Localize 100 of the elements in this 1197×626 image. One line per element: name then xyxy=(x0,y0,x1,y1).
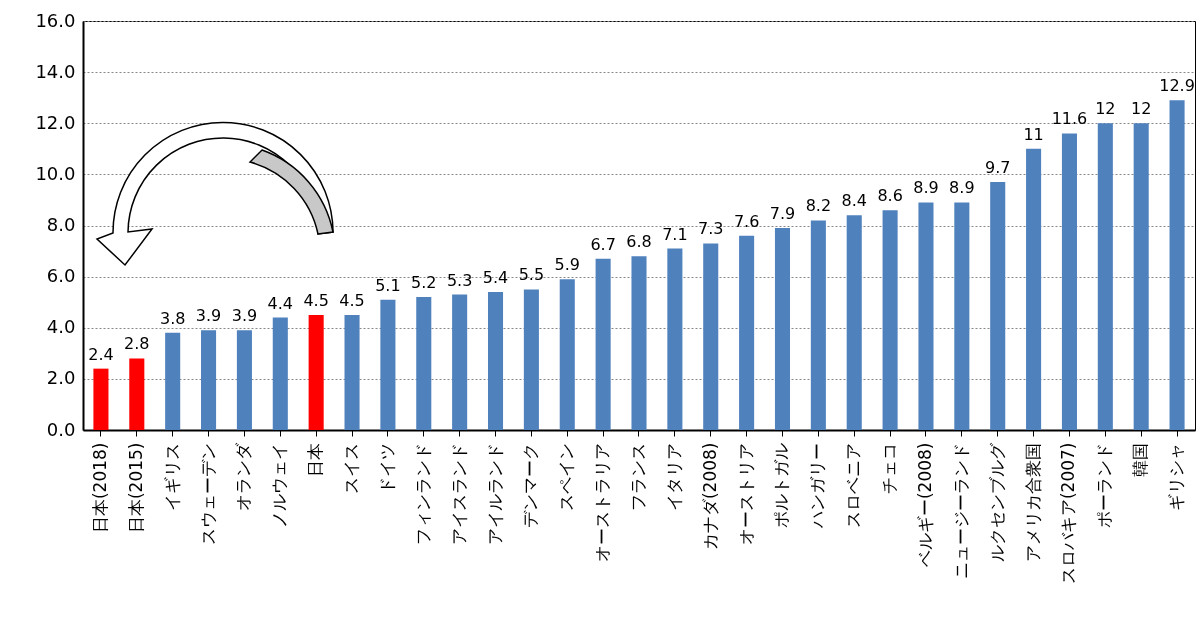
bar xyxy=(846,215,862,430)
bar xyxy=(308,314,324,430)
x-tick-label: オーストラリア xyxy=(592,442,613,562)
bar xyxy=(93,368,109,430)
data-label: 9.7 xyxy=(984,158,1011,178)
data-label: 2.4 xyxy=(88,344,114,364)
data-label: 8.9 xyxy=(913,178,939,198)
data-label: 12 xyxy=(1095,99,1116,119)
bar xyxy=(882,210,898,430)
bar xyxy=(1061,133,1077,430)
bar xyxy=(344,314,360,430)
y-tick-label: 4.0 xyxy=(46,316,76,338)
bar xyxy=(416,297,432,430)
y-tick-label: 8.0 xyxy=(46,214,76,235)
bar xyxy=(1026,148,1042,430)
x-tick-label: カナダ(2008) xyxy=(699,442,720,551)
y-tick-label: 14.0 xyxy=(35,60,76,82)
bar xyxy=(810,220,826,430)
x-tick-label: デンマーク xyxy=(520,442,541,528)
data-label: 11 xyxy=(1023,124,1044,144)
data-label: 7.9 xyxy=(769,204,796,224)
bar xyxy=(703,243,719,430)
bar xyxy=(990,182,1006,430)
x-tick-label: スウェーデン xyxy=(197,442,218,545)
x-tick-label: ベルギー(2008) xyxy=(914,442,935,568)
data-label: 7.3 xyxy=(698,219,724,239)
data-label: 8.2 xyxy=(805,196,832,216)
y-tick-label: 0.0 xyxy=(46,418,76,440)
x-tick-label: 日本 xyxy=(305,442,326,477)
x-tick-label: イギリス xyxy=(161,442,182,511)
data-label: 6.7 xyxy=(590,234,616,254)
data-label: 5.9 xyxy=(554,255,580,275)
bar xyxy=(1133,123,1149,430)
data-label: 8.4 xyxy=(841,191,867,211)
data-label: 8.9 xyxy=(949,178,975,198)
x-tick-label: スイス xyxy=(341,442,362,494)
bar xyxy=(129,358,145,430)
x-tick-label: オーストリア xyxy=(735,442,756,545)
bar xyxy=(272,317,288,430)
data-label: 7.6 xyxy=(733,211,760,231)
y-tick-label: 2.0 xyxy=(46,367,76,389)
bar xyxy=(1169,100,1185,430)
x-tick-label: 日本(2018) xyxy=(89,442,110,534)
x-tick-label: オランダ xyxy=(233,441,254,511)
bar xyxy=(1097,123,1113,430)
x-tick-label: フィンランド xyxy=(412,442,433,545)
bar xyxy=(487,291,504,430)
data-label: 5.1 xyxy=(375,275,401,295)
bar xyxy=(954,202,970,430)
data-label: 2.8 xyxy=(124,334,150,354)
x-tick-label: 日本(2015) xyxy=(125,442,146,534)
x-tick-label: スロベニア xyxy=(843,442,864,528)
bar xyxy=(452,294,468,430)
x-tick-label: ノルウェイ xyxy=(269,442,290,528)
x-tick-label: ドイツ xyxy=(376,442,397,494)
x-tick-label: アイスランド xyxy=(448,442,469,545)
bar xyxy=(667,248,683,430)
x-tick-label: フランス xyxy=(628,442,648,511)
bar xyxy=(165,332,181,430)
data-label: 7.1 xyxy=(662,224,688,244)
bar xyxy=(918,202,934,430)
data-label: 5.4 xyxy=(482,267,509,287)
x-tick-label: ニュージーランド xyxy=(950,442,971,579)
y-tick-label: 16.0 xyxy=(35,9,76,31)
data-label: 3.9 xyxy=(195,306,222,326)
x-tick-label: スペイン xyxy=(556,442,577,511)
data-label: 5.2 xyxy=(411,273,437,293)
x-tick-label: スロバキア(2007) xyxy=(1058,442,1079,585)
bar xyxy=(236,330,252,430)
data-label: 11.6 xyxy=(1051,109,1088,129)
y-tick-label: 12.0 xyxy=(35,111,76,133)
x-tick-label: チェコ xyxy=(879,442,900,494)
bar xyxy=(201,330,217,430)
bar xyxy=(595,258,611,430)
x-tick-label: ポーランド xyxy=(1094,442,1115,528)
data-label: 3.9 xyxy=(231,306,258,326)
data-label: 12 xyxy=(1131,99,1152,119)
data-label: 12.9 xyxy=(1159,76,1195,96)
data-label: 4.5 xyxy=(303,290,329,310)
bar xyxy=(739,235,755,430)
data-label: 5.3 xyxy=(446,270,473,290)
bar xyxy=(523,289,539,430)
x-tick-label: 韓国 xyxy=(1130,442,1151,477)
bar xyxy=(380,299,396,430)
data-label: 4.4 xyxy=(267,293,294,313)
x-tick-label: ギリシャ xyxy=(1166,442,1187,511)
x-tick-label: ルクセンブルグ xyxy=(986,441,1007,562)
y-tick-label: 6.0 xyxy=(46,265,76,287)
x-tick-label: ハンガリー xyxy=(807,442,828,529)
x-tick-label: アイルランド xyxy=(484,442,505,545)
data-label: 4.5 xyxy=(339,290,365,310)
bar xyxy=(559,279,575,430)
x-tick-label: アメリカ合衆国 xyxy=(1022,442,1043,562)
data-label: 3.8 xyxy=(159,308,186,328)
bar xyxy=(631,256,647,430)
x-tick-label: イタリア xyxy=(663,442,684,511)
data-label: 6.8 xyxy=(626,232,652,252)
y-tick-label: 10.0 xyxy=(35,162,76,184)
bar xyxy=(774,228,791,430)
x-tick-label: ポルトガル xyxy=(771,442,792,528)
